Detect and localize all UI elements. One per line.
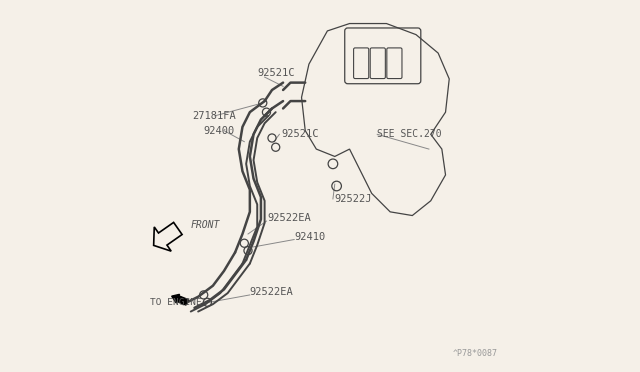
Text: 92522EA: 92522EA (250, 287, 294, 297)
Text: 92522EA: 92522EA (268, 214, 311, 224)
Text: FRONT: FRONT (191, 220, 220, 230)
Text: 27181FA: 27181FA (193, 111, 236, 121)
Text: SEE SEC.270: SEE SEC.270 (377, 129, 442, 139)
Text: 92400: 92400 (204, 126, 235, 136)
Text: 92410: 92410 (294, 232, 325, 242)
Text: 92521C: 92521C (257, 68, 295, 78)
Text: ^P78*0087: ^P78*0087 (452, 349, 497, 358)
Text: 92522J: 92522J (335, 194, 372, 204)
Text: 92521C: 92521C (281, 129, 319, 139)
Text: TO ENGINE: TO ENGINE (150, 298, 202, 307)
FancyArrow shape (172, 294, 188, 305)
